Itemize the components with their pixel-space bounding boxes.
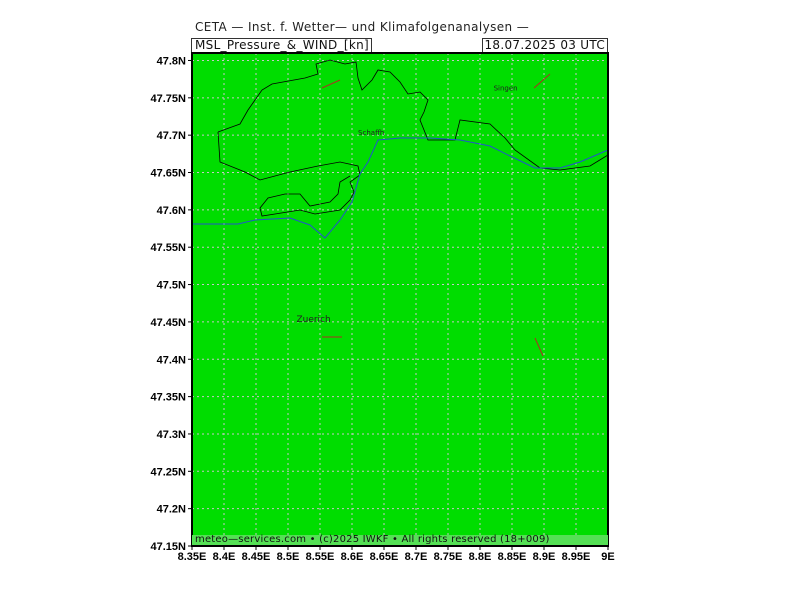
header-title: CETA — Inst. f. Wetter— und Klimafolgena… (195, 20, 530, 34)
y-tick-label: 47.3N (157, 429, 186, 441)
x-tick-label: 8.7E (405, 551, 428, 563)
city-label: Zuerich (296, 315, 330, 325)
x-tick-label: 8.45E (242, 551, 271, 563)
y-tick-label: 47.8N (157, 55, 186, 67)
map-background (192, 53, 608, 546)
x-tick-label: 8.5E (277, 551, 300, 563)
x-tick-label: 8.65E (370, 551, 399, 563)
x-tick-label: 8.75E (434, 551, 463, 563)
wind-barb (534, 337, 544, 357)
city-label: Schaffh (358, 129, 384, 137)
city-label: Singen (494, 84, 518, 92)
lat-lon-grid (192, 53, 608, 546)
border-line-north (217, 59, 609, 171)
y-tick-label: 47.4N (157, 354, 186, 366)
border-line-pocket (217, 131, 361, 217)
y-tick-label: 47.35N (151, 392, 187, 404)
y-tick-label: 47.45N (151, 317, 187, 329)
y-tick-label: 47.7N (157, 130, 186, 142)
x-tick-label: 8.9E (533, 551, 556, 563)
product-label: MSL_Pressure_&_WIND_[kn] (191, 38, 372, 52)
x-tick-label: 8.35E (178, 551, 207, 563)
city-labels: Singen Schaffh Zuerich (296, 84, 517, 325)
x-tick-label: 9E (601, 551, 614, 563)
rivers (192, 137, 609, 239)
x-tick-label: 8.95E (562, 551, 591, 563)
x-tick-label: 8.55E (306, 551, 335, 563)
y-tick-label: 47.75N (151, 93, 187, 105)
y-tick-label: 47.55N (151, 242, 187, 254)
y-tick-label: 47.65N (151, 168, 187, 180)
x-tick-label: 8.6E (341, 551, 364, 563)
wind-barb (321, 79, 341, 89)
rhine-river (192, 137, 609, 239)
x-tick-label: 8.4E (213, 551, 236, 563)
longitude-ticks: 8.35E 8.4E 8.45E 8.5E 8.55E 8.6E 8.65E 8.7E 8.75… (178, 546, 615, 563)
wind-barbs (321, 73, 551, 357)
y-tick-label: 47.15N (151, 541, 187, 553)
country-borders (217, 59, 609, 217)
y-tick-label: 47.2N (157, 504, 186, 516)
footer-credit: meteo—services.com • (c)2025 IWKF • All … (192, 535, 608, 545)
valid-time-label: 18.07.2025 03 UTC (481, 38, 608, 52)
latitude-ticks: 47.8N 47.75N 47.7N 47.65N 47.6N 47.55N 47.5N 47… (151, 55, 192, 553)
y-tick-label: 47.5N (157, 280, 186, 292)
y-tick-label: 47.25N (151, 466, 187, 478)
wind-barb (533, 73, 551, 89)
x-tick-label: 8.8E (469, 551, 492, 563)
map-frame (191, 52, 609, 547)
y-tick-label: 47.6N (157, 205, 186, 217)
subtitle-bar: MSL_Pressure_&_WIND_[kn] 18.07.2025 03 U… (191, 38, 608, 52)
x-tick-label: 8.85E (498, 551, 527, 563)
